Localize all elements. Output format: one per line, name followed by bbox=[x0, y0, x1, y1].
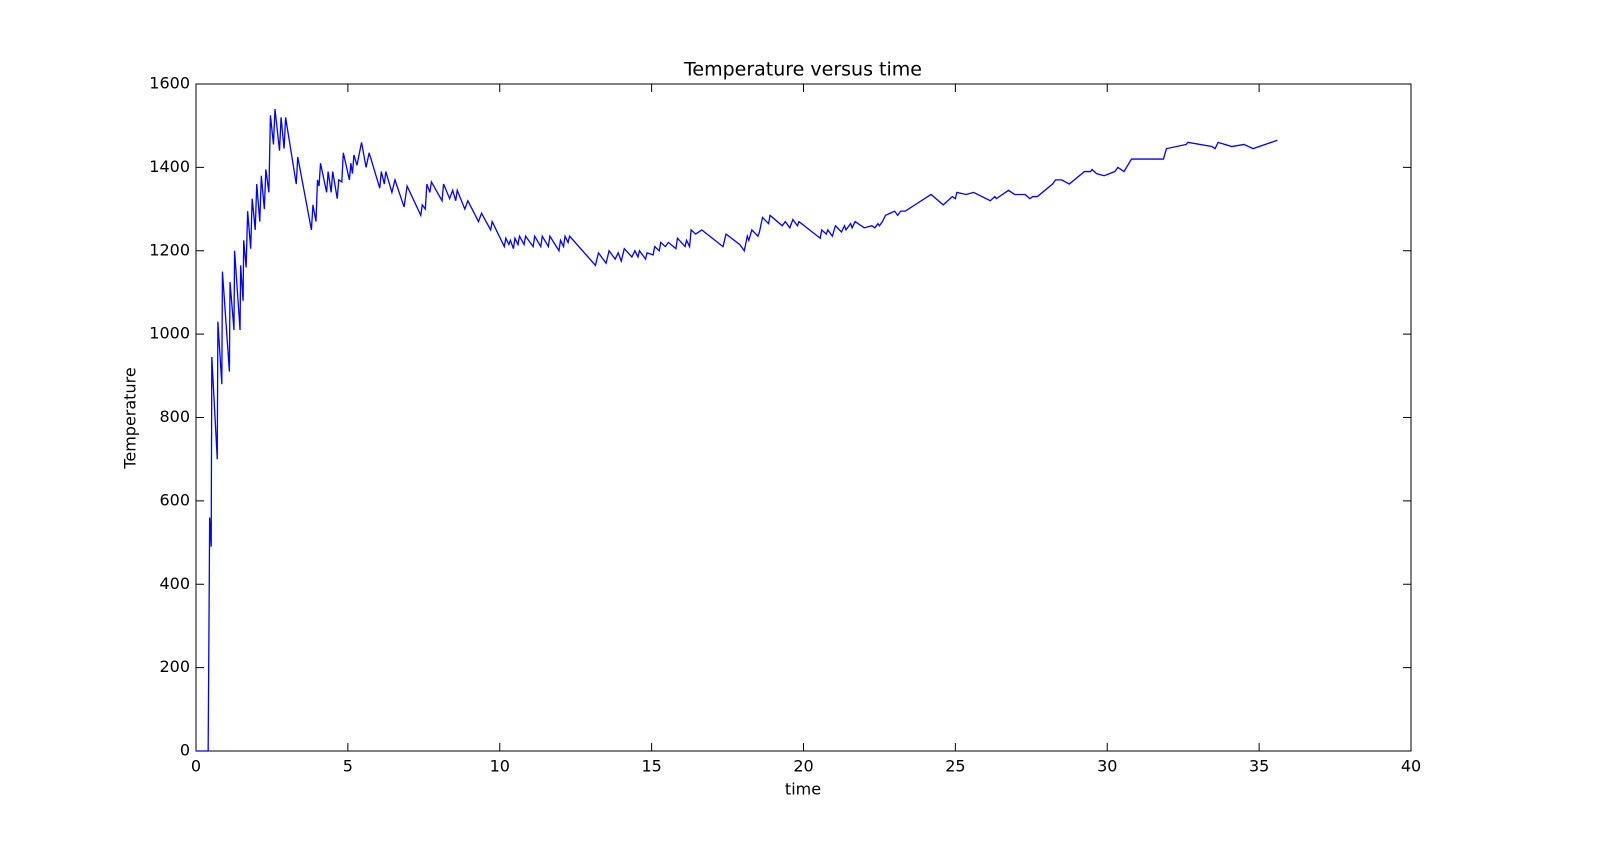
x-axis-label: time bbox=[785, 780, 821, 799]
y-tick-label: 1600 bbox=[149, 74, 190, 93]
y-axis-label: Temperature bbox=[121, 367, 140, 469]
x-tick-label: 15 bbox=[641, 757, 661, 776]
x-tick-label: 5 bbox=[343, 757, 353, 776]
y-tick-label: 1400 bbox=[149, 157, 190, 176]
x-tick-label: 20 bbox=[793, 757, 813, 776]
x-tick-label: 10 bbox=[490, 757, 510, 776]
y-tick-label: 600 bbox=[159, 490, 190, 509]
y-tick-label: 200 bbox=[159, 657, 190, 676]
x-tick-label: 35 bbox=[1249, 757, 1269, 776]
x-tick-label: 30 bbox=[1097, 757, 1117, 776]
y-tick-label: 1200 bbox=[149, 240, 190, 259]
data-line bbox=[196, 108, 1278, 752]
y-tick-label: 1000 bbox=[149, 324, 190, 343]
chart-title: Temperature versus time bbox=[683, 59, 922, 81]
y-tick-label: 800 bbox=[159, 407, 190, 426]
x-tick-label: 40 bbox=[1401, 757, 1421, 776]
y-tick-label: 0 bbox=[180, 741, 190, 760]
y-tick-label: 400 bbox=[159, 574, 190, 593]
x-tick-label: 0 bbox=[191, 757, 201, 776]
x-tick-label: 25 bbox=[945, 757, 965, 776]
